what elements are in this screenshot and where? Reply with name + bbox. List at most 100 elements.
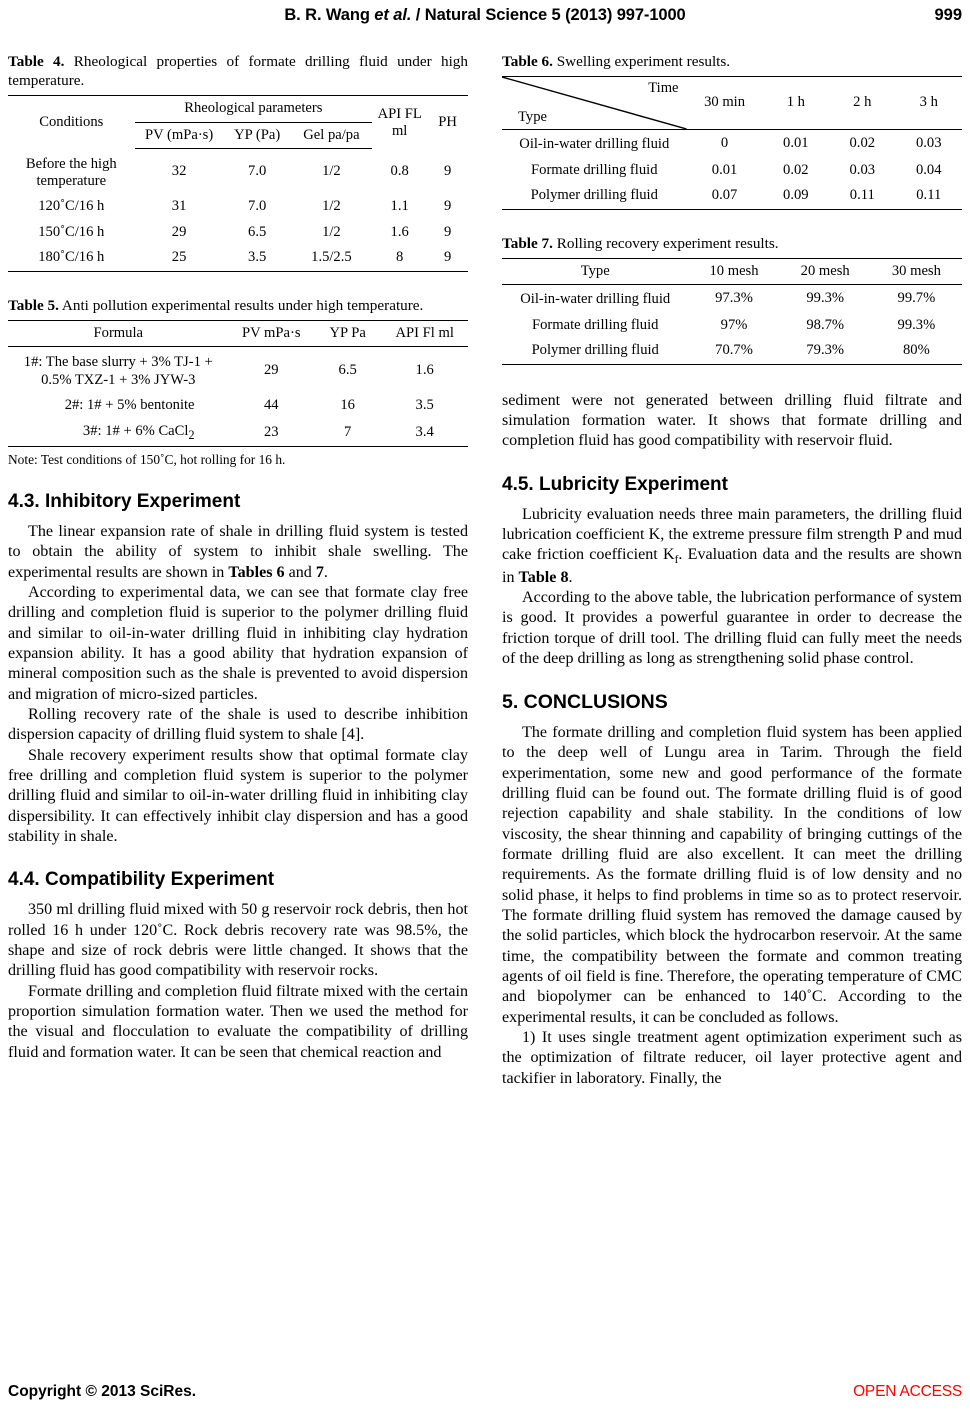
table4-cell-pv: 29 bbox=[171, 223, 187, 240]
table4-header-row-1: Conditions Rheological parameters API FL… bbox=[8, 95, 468, 149]
table7-cell-value: 70.7% bbox=[688, 338, 780, 365]
table4: Conditions Rheological parameters API FL… bbox=[8, 95, 468, 272]
table4-cell-gel: 1/2 bbox=[322, 198, 341, 215]
two-column-body: Table 4. Rheological properties of forma… bbox=[8, 52, 962, 1342]
table6-cell-value: 0 bbox=[720, 135, 729, 152]
paragraph-4-5-1: Lubricity evaluation needs three main pa… bbox=[502, 505, 962, 589]
table5-cell-formula: 1#: The base slurry + 3% TJ-1 + 0.5% TXZ… bbox=[8, 347, 229, 394]
paragraph-4-5-2: According to the above table, the lubric… bbox=[502, 589, 962, 668]
table5-note: Note: Test conditions of 150˚C, hot roll… bbox=[8, 452, 286, 468]
table5-header-row: Formula PV mPa·s YP Pa API Fl ml bbox=[8, 319, 468, 348]
table4-cell-ph: 9 bbox=[427, 245, 468, 272]
table5-cell-pv: 23 bbox=[228, 418, 314, 448]
table4-col-conditions: Conditions bbox=[8, 95, 135, 149]
table7-cell-value: 79.3% bbox=[779, 338, 871, 365]
table6-cell-value: 0.11 bbox=[829, 183, 896, 210]
section-heading-4-5: 4.5. Lubricity Experiment bbox=[502, 473, 728, 495]
running-head: B. R. Wang et al. / Natural Science 5 (2… bbox=[8, 6, 962, 32]
paragraph-4-3-4: Shale recovery experiment results show t… bbox=[8, 746, 468, 846]
table4-cell-ph: 9 bbox=[443, 198, 452, 215]
paragraph-4-3-1: The linear expansion rate of shale in dr… bbox=[8, 522, 468, 583]
table5-formula-subscript: 2 bbox=[188, 427, 195, 442]
table6-cell-value: 0.01 bbox=[711, 161, 738, 178]
table4-cell-condition: 150˚C/16 h bbox=[38, 223, 105, 240]
table-row: 120˚C/16 h 31 7.0 1/2 1.1 9 bbox=[8, 194, 468, 220]
table-8-ref: Table 8 bbox=[518, 568, 569, 586]
table4-cell-api: 1.1 bbox=[390, 198, 409, 215]
table-7-ref: 7 bbox=[315, 563, 324, 581]
table4-cell-gel: 1/2 bbox=[322, 163, 341, 179]
table4-caption: Table 4. Rheological properties of forma… bbox=[8, 52, 468, 90]
table4-cell-yp: 3.5 bbox=[223, 245, 291, 272]
paragraph-4-4-1: 350 ml drilling fluid mixed with 50 g re… bbox=[8, 901, 468, 980]
table5-cell-pv: 29 bbox=[263, 361, 279, 378]
table4-subheader-gel: Gel pa/pa bbox=[290, 122, 373, 150]
table7-cell-value: 97.3% bbox=[715, 290, 753, 307]
copyright-notice: Copyright © 2013 SciRes. bbox=[8, 1383, 197, 1400]
paragraph-5-1: The formate drilling and completion flui… bbox=[502, 723, 962, 1026]
open-access-badge[interactable]: OPEN ACCESS bbox=[853, 1383, 962, 1400]
table4-cell-condition: 180˚C/16 h bbox=[8, 245, 135, 272]
table4-col-api-fl-text: API FL bbox=[377, 106, 422, 123]
table6: Time Type 30 min 1 h 2 h 3 h Oil-in-wate… bbox=[502, 76, 962, 210]
table7-caption-text: Rolling recovery experiment results. bbox=[552, 234, 779, 252]
table5-label: Table 5. bbox=[8, 296, 59, 314]
table6-cell-value: 0.11 bbox=[895, 183, 962, 210]
paragraph-4-5-1-d: . bbox=[568, 568, 573, 586]
table7-cell-value: 97% bbox=[720, 316, 748, 333]
table4-cell-yp: 7.0 bbox=[248, 198, 267, 215]
table6-cell-value: 0.03 bbox=[849, 161, 876, 178]
table5-cell-formula: 3#: 1# + 6% CaCl2 bbox=[8, 418, 229, 448]
table7-cell-type: Oil-in-water drilling fluid bbox=[520, 291, 671, 308]
table4-group-header: Rheological parameters bbox=[134, 95, 373, 123]
table-row: Oil-in-water drilling fluid 0 0.01 0.02 … bbox=[502, 130, 962, 158]
table5-cell-yp: 16 bbox=[340, 397, 355, 414]
table7-header-row: Type 10 mesh 20 mesh 30 mesh bbox=[502, 257, 962, 286]
table7-cell-value: 99.3% bbox=[806, 290, 845, 307]
table7: Type 10 mesh 20 mesh 30 mesh Oil-in-wate… bbox=[502, 257, 962, 365]
table6-cell-value: 0.02 bbox=[783, 161, 809, 178]
table7-caption: Table 7. Rolling recovery experiment res… bbox=[502, 234, 962, 253]
table-row: 150˚C/16 h 29 6.5 1/2 1.6 9 bbox=[8, 220, 468, 246]
table-row: Formate drilling fluid 97% 98.7% 99.3% bbox=[502, 313, 962, 339]
table5-cell-api: 1.6 bbox=[415, 361, 434, 378]
section-heading-5: 5. CONCLUSIONS bbox=[502, 691, 668, 714]
table-row: 2#: 1# + 5% bentonite 44 16 3.5 bbox=[8, 393, 468, 419]
running-head-author: B. R. Wang bbox=[284, 6, 375, 24]
table4-caption-text: Rheological properties of formate drilli… bbox=[8, 53, 468, 90]
page-footer: Copyright © 2013 SciRes. OPEN ACCESS bbox=[8, 1383, 962, 1405]
paragraph-4-5-1-a: Lubricity evaluation needs three main pa… bbox=[502, 505, 962, 564]
table7-cell-value: 99.3% bbox=[897, 316, 936, 333]
table-row: 180˚C/16 h 25 3.5 1.5/2.5 8 9 bbox=[8, 245, 468, 272]
paragraph-4-3-1-a: The linear expansion rate of shale in dr… bbox=[8, 522, 468, 581]
tables-6-ref: Tables 6 bbox=[228, 563, 285, 581]
table6-cell-value: 0.03 bbox=[915, 135, 942, 152]
table4-cell-api: 1.6 bbox=[390, 223, 409, 240]
table4-subheader-yp: YP (Pa) bbox=[223, 122, 291, 150]
paragraph-4-3-1-e: . bbox=[323, 563, 328, 581]
table6-cell-value: 0.07 bbox=[686, 183, 763, 210]
table5-cell-api: 3.4 bbox=[381, 418, 468, 448]
table6-label: Table 6. bbox=[502, 53, 553, 70]
table6-cell-value: 0.02 bbox=[849, 135, 876, 152]
table-row: Formate drilling fluid 0.01 0.02 0.03 0.… bbox=[502, 158, 962, 184]
paragraph-4-3-1-c: and bbox=[284, 563, 316, 581]
table-row: 3#: 1# + 6% CaCl2 23 7 3.4 bbox=[8, 418, 468, 448]
table4-col-api-fl-unit: ml bbox=[391, 122, 408, 139]
table5-cell-api: 3.5 bbox=[415, 397, 434, 414]
table-row: 1#: The base slurry + 3% TJ-1 + 0.5% TXZ… bbox=[8, 347, 468, 394]
table4-cell-api: 0.8 bbox=[390, 162, 409, 179]
table7-cell-value: 99.7% bbox=[897, 290, 936, 307]
table6-corner-type-label: Type bbox=[518, 108, 547, 125]
running-head-etal: et al. bbox=[374, 6, 412, 24]
table6-col-1h: 1 h bbox=[762, 76, 830, 131]
table6-cell-type: Oil-in-water drilling fluid bbox=[519, 136, 670, 153]
table4-label: Table 4. bbox=[8, 53, 65, 70]
table6-header-row: Time Type 30 min 1 h 2 h 3 h bbox=[502, 76, 962, 131]
section-heading-4-3: 4.3. Inhibitory Experiment bbox=[8, 491, 241, 513]
table5-caption-text: Anti pollution experimental results unde… bbox=[58, 296, 424, 314]
table5-col-pv: PV mPa·s bbox=[228, 319, 314, 348]
table4-cell-pv: 32 bbox=[171, 163, 187, 179]
table6-cell-type: Formate drilling fluid bbox=[531, 161, 658, 178]
table5-cell-yp: 7 bbox=[313, 418, 382, 448]
